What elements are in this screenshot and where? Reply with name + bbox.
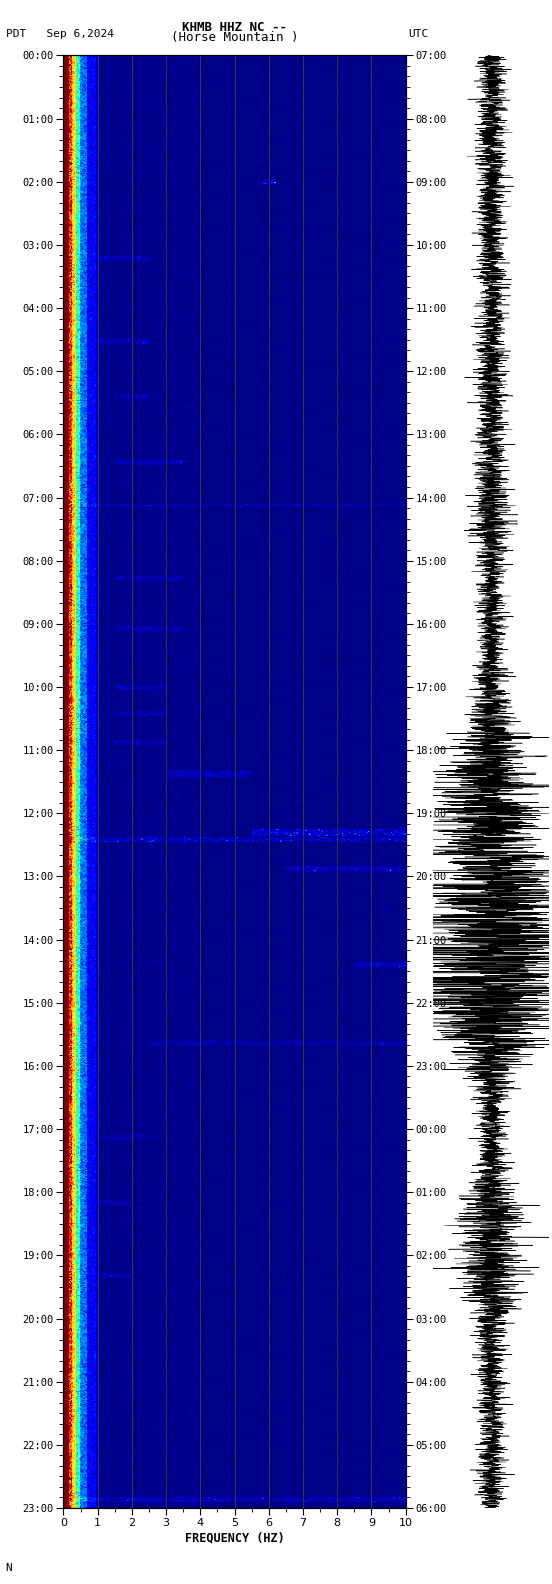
Text: N: N xyxy=(6,1563,12,1573)
Text: UTC: UTC xyxy=(408,29,429,38)
Text: PDT   Sep 6,2024: PDT Sep 6,2024 xyxy=(6,29,114,38)
X-axis label: FREQUENCY (HZ): FREQUENCY (HZ) xyxy=(185,1532,284,1544)
Text: (Horse Mountain ): (Horse Mountain ) xyxy=(171,32,298,44)
Text: KHMB HHZ NC --: KHMB HHZ NC -- xyxy=(182,21,287,33)
